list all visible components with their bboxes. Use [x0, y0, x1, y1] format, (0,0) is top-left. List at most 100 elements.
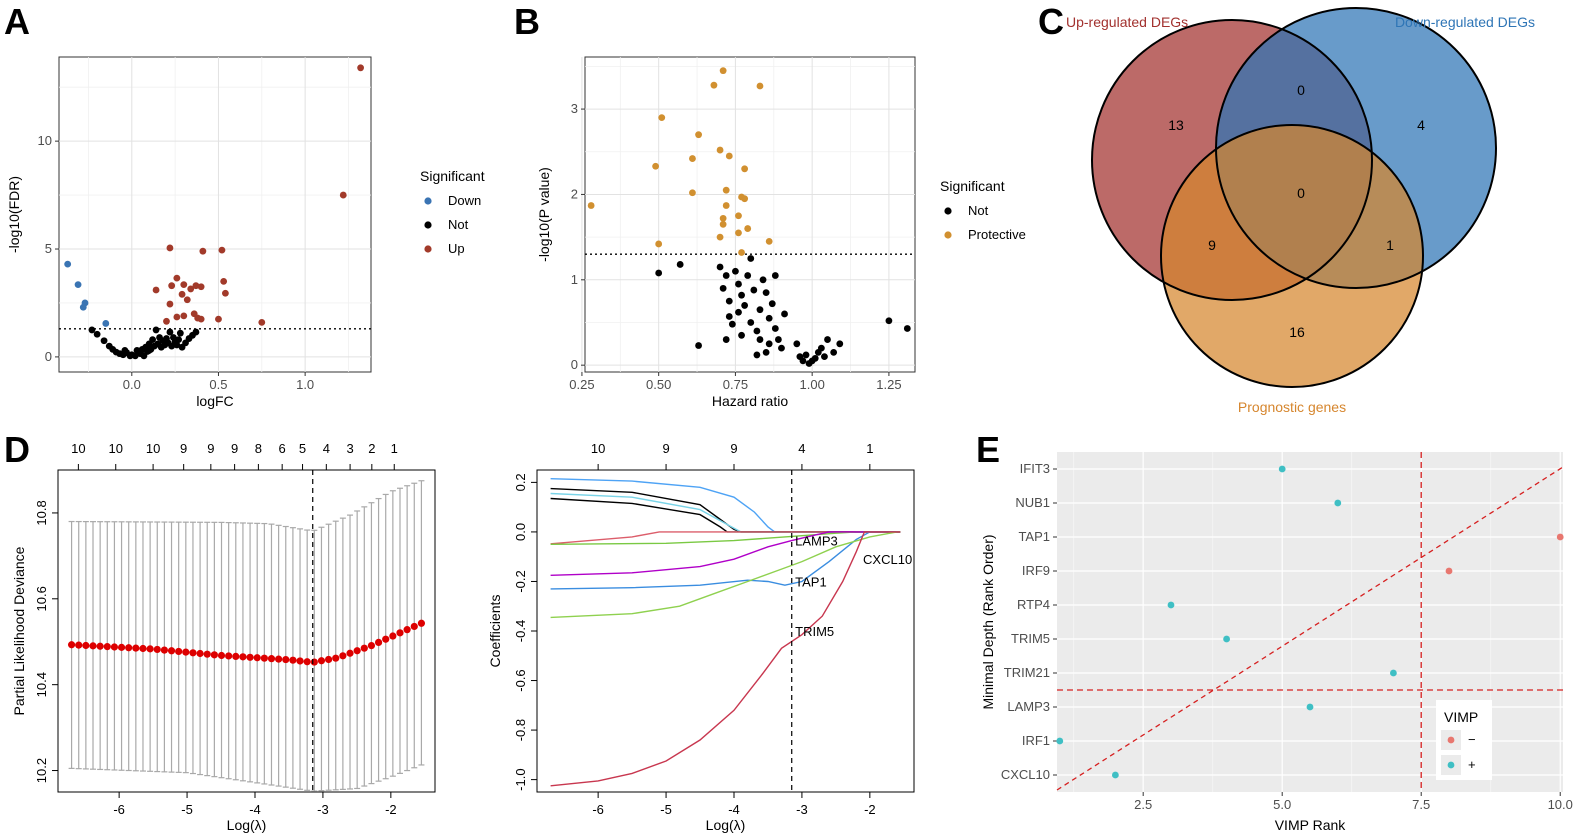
gene-point-ifit3: [1278, 465, 1286, 473]
data-point-protective: [716, 233, 724, 241]
legend-label: Protective: [968, 227, 1026, 242]
gene-annotation-lamp3: LAMP3: [795, 534, 838, 549]
data-point-protective: [716, 146, 724, 154]
legend-label: Up: [448, 241, 465, 256]
data-point-protective: [652, 162, 660, 170]
venn-outline-1: [1091, 19, 1373, 301]
data-point-not: [655, 269, 663, 277]
coef-path-trim5: [550, 531, 901, 787]
y-tick-label: TRIM5: [1011, 631, 1050, 646]
x-tick-label: 0.5: [209, 377, 227, 392]
deviance-point: [417, 619, 426, 627]
data-point-protective: [719, 220, 727, 228]
data-point-not: [152, 326, 160, 334]
x-tick-label: -3: [317, 802, 329, 817]
top-tick-label: 4: [323, 441, 330, 456]
deviance-point: [103, 643, 111, 651]
data-point-not: [747, 255, 755, 262]
venn-set-label-down: Down-regulated DEGs: [1395, 14, 1535, 30]
x-tick-label: -4: [728, 802, 740, 817]
y-tick-label: 5: [45, 241, 52, 256]
data-point-not: [885, 317, 893, 325]
venn-count-up-down: 0: [1297, 82, 1305, 98]
data-point-up: [163, 317, 170, 325]
deviance-point: [374, 638, 383, 647]
legend-title: VIMP: [1444, 709, 1478, 725]
plot-box: [57, 469, 436, 793]
data-point-up: [180, 312, 188, 320]
y-tick-label: 10.6: [34, 586, 49, 611]
deviance-point: [160, 646, 168, 654]
x-tick-label: 7.5: [1412, 797, 1430, 812]
data-point-not: [149, 336, 157, 344]
data-point-not: [93, 330, 101, 338]
deviance-point: [282, 655, 290, 664]
y-tick-label: -0.2: [513, 570, 528, 592]
gene-annotation-trim5: TRIM5: [795, 624, 834, 639]
data-point-up: [339, 191, 347, 199]
data-point-not: [753, 327, 761, 335]
deviance-point: [275, 655, 283, 663]
legend-label: +: [1468, 757, 1476, 772]
legend-swatch: [424, 221, 432, 229]
data-point-not: [121, 347, 129, 354]
data-point-up: [166, 244, 174, 252]
x-axis-label: Hazard ratio: [712, 393, 788, 409]
data-point-not: [817, 344, 825, 352]
deviance-point: [225, 652, 233, 660]
data-point-not: [722, 272, 730, 279]
deviance-point: [367, 641, 376, 650]
top-tick-label: 10: [146, 441, 160, 456]
data-point-protective: [725, 152, 733, 160]
coef-path-s9: [550, 531, 901, 619]
venn-diagram: Up-regulated DEGs Down-regulated DEGs Prog…: [1066, 7, 1535, 415]
x-tick-label: 0.0: [123, 377, 141, 392]
data-point-up: [197, 315, 205, 323]
x-tick-label: 0.75: [723, 377, 748, 392]
x-tick-label: 0.25: [569, 377, 594, 392]
panel-letter-c: C: [1038, 1, 1064, 42]
panel-letter-a: A: [4, 1, 30, 42]
data-point-not: [716, 263, 724, 271]
y-tick-label: -0.4: [513, 620, 528, 642]
data-point-down: [64, 260, 72, 268]
deviance-point: [232, 652, 240, 661]
plot-area: [58, 56, 372, 373]
data-point-up: [197, 283, 205, 291]
gene-point-trim5: [1223, 635, 1230, 643]
data-point-not: [719, 284, 727, 292]
venn-count-down-only: 4: [1417, 117, 1425, 133]
deviance-point: [217, 651, 226, 660]
x-tick-label: -5: [660, 802, 672, 817]
data-point-down: [74, 281, 82, 289]
data-point-not: [799, 357, 807, 365]
data-point-not: [725, 297, 733, 305]
x-tick-label: -3: [796, 802, 808, 817]
y-tick-label: 0: [45, 349, 52, 364]
data-point-up: [152, 286, 160, 294]
data-point-protective: [587, 202, 595, 209]
y-tick-label: CXCL10: [1001, 767, 1050, 782]
data-point-not: [735, 308, 742, 316]
data-point-protective: [719, 214, 727, 222]
deviance-point: [289, 656, 297, 664]
venn-count-down-prog: 1: [1386, 237, 1394, 253]
y-axis-label: -log10(FDR): [6, 176, 22, 253]
data-point-up: [220, 277, 228, 285]
data-point-not: [750, 286, 758, 294]
panel-letter-b: B: [514, 1, 540, 42]
data-point-up: [187, 285, 195, 293]
data-point-not: [762, 289, 770, 297]
gene-point-rtp4: [1167, 601, 1175, 609]
data-point-not: [747, 319, 755, 326]
top-tick-label: 2: [368, 441, 375, 456]
y-axis-label: Coefficients: [487, 595, 503, 668]
y-tick-label: TAP1: [1018, 529, 1050, 544]
legend-label: Down: [448, 193, 481, 208]
data-point-not: [137, 348, 144, 355]
data-point-protective: [658, 114, 666, 122]
data-point-not: [765, 314, 773, 322]
y-tick-label: 0.0: [513, 523, 528, 541]
data-point-not: [741, 302, 749, 309]
volcano-plot: 0.0 0.5 1.0 0 5 10 logFC -log10(FDR) Significant…: [6, 56, 485, 409]
